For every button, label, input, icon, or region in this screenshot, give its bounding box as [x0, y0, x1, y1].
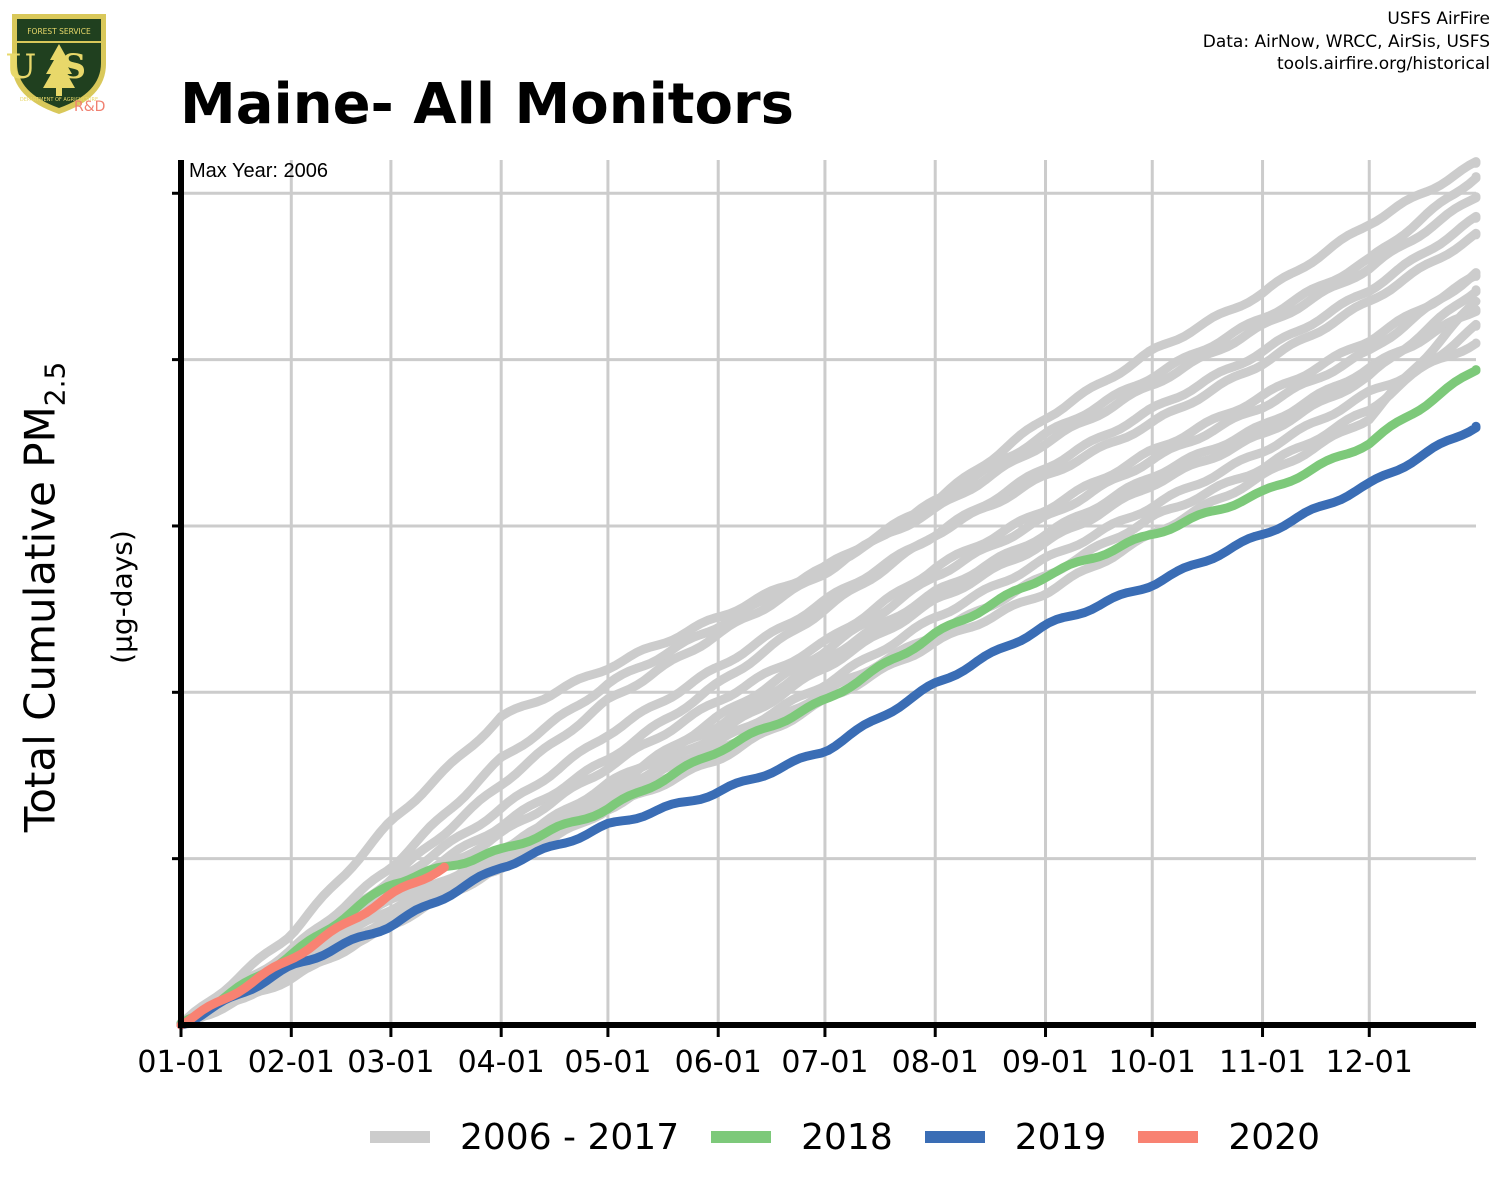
legend-item: 2006 - 2017 — [370, 1117, 679, 1158]
credit-line-1: USFS AirFire — [1387, 9, 1490, 29]
x-tick-label: 05-01 — [564, 1045, 651, 1080]
series-line-gray — [176, 270, 1481, 1028]
y-axis-label: Total Cumulative PM2.5 — [15, 362, 72, 833]
x-tick-label: 01-01 — [137, 1045, 224, 1080]
legend-swatch — [924, 1131, 985, 1143]
legend-label: 2018 — [801, 1116, 893, 1158]
series-line-gray — [176, 211, 1481, 1030]
x-tick-label: 06-01 — [675, 1045, 762, 1080]
legend-label: 2020 — [1228, 1116, 1320, 1158]
max-year-annotation: Max Year: 2006 — [189, 160, 328, 182]
y-axis-label-subscript: 2.5 — [38, 361, 72, 407]
legend-item: 2019 — [924, 1116, 1107, 1158]
logo-bottom-text: DEPARTMENT OF AGRICULTURE — [20, 97, 98, 103]
x-tick-label: 11-01 — [1219, 1045, 1306, 1080]
legend-swatch — [1138, 1131, 1199, 1143]
x-tick-label: 09-01 — [1002, 1045, 1089, 1080]
y-axis-unit: (µg-days) — [105, 530, 139, 664]
x-tick-label: 08-01 — [892, 1045, 979, 1080]
series-line-gray — [176, 268, 1481, 1030]
x-tick-label: 02-01 — [248, 1045, 335, 1080]
series-line-2020 — [176, 862, 449, 1030]
chart-title: Maine- All Monitors — [180, 72, 794, 137]
legend-label: 2006 - 2017 — [460, 1116, 680, 1158]
x-tick-labels: 01-01 02-01 03-01 04-01 05-01 06-01 07-01 08-01… — [137, 1045, 1412, 1080]
series-line-gray — [176, 172, 1481, 1030]
legend-item: 2020 — [1138, 1117, 1320, 1158]
series-line-2019 — [176, 421, 1481, 1030]
legend-item: 2018 — [711, 1117, 893, 1158]
axes — [172, 160, 1476, 1037]
legend-swatch — [711, 1131, 772, 1143]
legend-swatch — [370, 1131, 430, 1143]
x-tick-label: 07-01 — [781, 1045, 868, 1080]
x-tick-label: 04-01 — [458, 1045, 545, 1080]
logo-top-text: FOREST SERVICE — [27, 27, 91, 36]
x-tick-label: 10-01 — [1109, 1045, 1196, 1080]
series-line-gray — [176, 192, 1481, 1028]
legend: 2006 - 2017 2018 2019 2020 — [370, 1112, 1352, 1162]
logo-letters: US — [6, 47, 112, 87]
series-line-2018 — [176, 365, 1481, 1028]
x-tick-label: 12-01 — [1326, 1045, 1413, 1080]
credit-line-2: Data: AirNow, WRCC, AirSis, USFS — [1202, 32, 1490, 52]
x-tick-label: 03-01 — [347, 1045, 434, 1080]
logo-sub-label: R&D — [74, 99, 106, 115]
legend-label: 2019 — [1014, 1116, 1107, 1158]
credit-line-3: tools.airfire.org/historical — [1277, 54, 1490, 74]
usfs-shield-icon — [12, 14, 106, 114]
y-axis-label-main: Total Cumulative PM — [15, 406, 65, 833]
series-lines — [176, 157, 1481, 1030]
